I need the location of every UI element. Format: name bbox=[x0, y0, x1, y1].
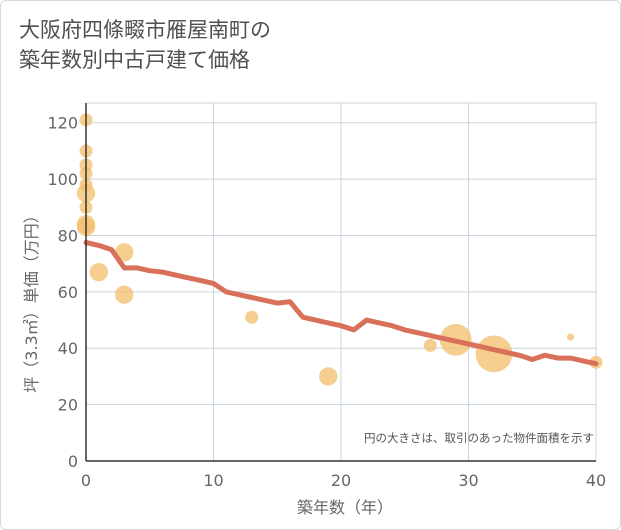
x-tick-label: 40 bbox=[586, 471, 606, 490]
tick-labels: 0 20 40 60 80 100 120 0 10 20 30 40 bbox=[47, 114, 606, 490]
axes bbox=[85, 103, 596, 462]
y-tick-label: 80 bbox=[58, 226, 78, 245]
data-point bbox=[475, 335, 513, 373]
x-tick-label: 0 bbox=[81, 471, 91, 490]
data-point bbox=[423, 338, 437, 352]
trend-line bbox=[83, 240, 599, 367]
data-point bbox=[115, 285, 134, 304]
y-tick-label: 0 bbox=[68, 452, 78, 471]
x-tick-label: 30 bbox=[458, 471, 478, 490]
y-tick-label: 20 bbox=[58, 396, 78, 415]
data-point bbox=[89, 262, 108, 282]
data-point bbox=[566, 333, 575, 341]
trend-line-path bbox=[83, 240, 599, 367]
x-tick-label: 20 bbox=[331, 471, 351, 490]
y-tick-label: 40 bbox=[58, 339, 78, 358]
x-axis-label: 築年数（年） bbox=[297, 498, 393, 517]
data-point bbox=[245, 310, 259, 324]
x-tick-label: 10 bbox=[203, 471, 223, 490]
data-point bbox=[319, 367, 338, 386]
y-tick-label: 60 bbox=[58, 283, 78, 302]
y-tick-label: 120 bbox=[47, 114, 78, 133]
data-points bbox=[76, 113, 603, 386]
size-annotation: 円の大きさは、取引のあった物件面積を示す bbox=[364, 431, 594, 445]
y-axis-label: 坪（3.3㎡）単価（万円） bbox=[22, 207, 41, 392]
y-tick-label: 100 bbox=[47, 170, 78, 189]
grid bbox=[85, 102, 597, 462]
chart-title: 大阪府四條畷市雁屋南町の 築年数別中古戸建て価格 bbox=[19, 18, 271, 72]
